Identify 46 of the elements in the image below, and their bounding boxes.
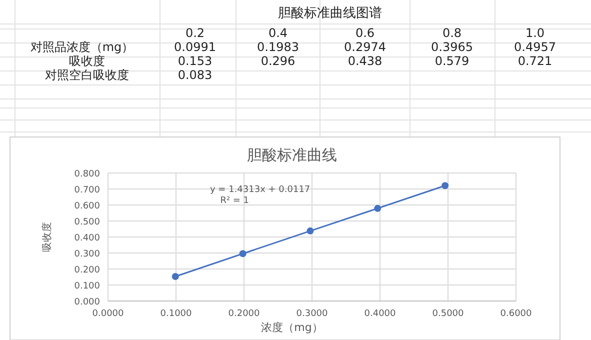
x-tick-label: 0.1000 bbox=[160, 309, 192, 319]
text: 对照空白吸收度 bbox=[45, 68, 129, 82]
text: 胆酸标准曲线图谱 bbox=[278, 6, 382, 21]
text: 0.1983 bbox=[257, 40, 299, 54]
annotation: R² = 1 bbox=[220, 196, 250, 206]
y-tick-label: 0.500 bbox=[74, 218, 100, 228]
text: 0.721 bbox=[518, 54, 552, 68]
y-tick-label: 0.200 bbox=[74, 266, 100, 276]
text: 0.153 bbox=[178, 54, 212, 68]
point bbox=[374, 204, 382, 212]
text: 0.4 bbox=[268, 26, 288, 40]
text: 0.438 bbox=[348, 54, 382, 68]
x-tick-label: 0.4000 bbox=[364, 309, 396, 319]
text: 1.0 bbox=[525, 26, 545, 40]
text: 0.083 bbox=[178, 68, 212, 82]
x-tick-label: 0.5000 bbox=[432, 309, 464, 319]
x-tick-label: 0.3000 bbox=[296, 309, 328, 319]
annotation: y = 1.4313x + 0.0117 bbox=[210, 185, 310, 195]
text: 0.2 bbox=[185, 26, 205, 40]
y-tick-label: 0.400 bbox=[74, 234, 100, 244]
text: 0.579 bbox=[434, 54, 470, 68]
x-axis-title: 浓度（mg） bbox=[261, 321, 323, 334]
y-tick-label: 0.800 bbox=[74, 170, 100, 180]
point bbox=[172, 273, 179, 280]
chart-title: 胆酸标准曲线 bbox=[247, 146, 337, 164]
text: 0.0991 bbox=[174, 40, 216, 54]
x-tick-label: 0.6000 bbox=[500, 309, 532, 319]
y-tick-label: 0.000 bbox=[74, 298, 100, 308]
text: 0.2974 bbox=[344, 40, 386, 54]
text: 0.296 bbox=[260, 54, 296, 68]
y-tick-label: 0.100 bbox=[74, 282, 100, 292]
y-tick-label: 0.300 bbox=[74, 250, 100, 260]
x-tick-label: 0.2000 bbox=[228, 309, 260, 319]
y-tick-label: 0.700 bbox=[74, 186, 100, 196]
point bbox=[442, 182, 449, 190]
text: 吸收度 bbox=[69, 54, 105, 68]
x-tick-label: 0.0000 bbox=[92, 309, 124, 319]
text: 对照品浓度（mg） bbox=[30, 40, 134, 54]
y-axis-title: 吸收度 bbox=[41, 222, 53, 252]
point bbox=[239, 250, 246, 258]
text: 0.8 bbox=[442, 26, 462, 40]
y-tick-label: 0.600 bbox=[74, 202, 100, 212]
text: 0.3965 bbox=[431, 40, 473, 54]
text: 0.4957 bbox=[514, 40, 556, 54]
text: 0.6 bbox=[355, 26, 375, 40]
point bbox=[306, 227, 314, 234]
